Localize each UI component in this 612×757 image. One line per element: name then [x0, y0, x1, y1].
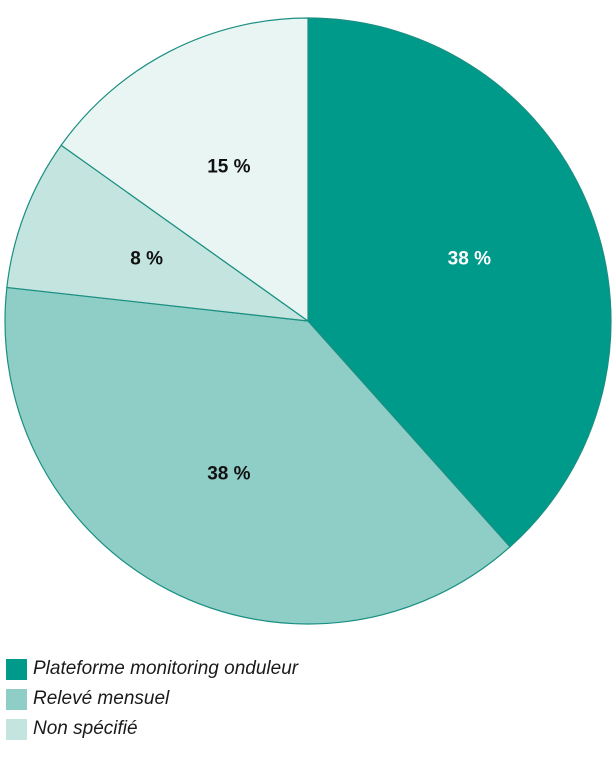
legend-label-1: Relevé mensuel [33, 688, 170, 709]
legend-item-0: Plateforme monitoring onduleur [6, 654, 298, 684]
legend-swatch-0 [6, 658, 27, 680]
pie-slice-labels: 38 % 38 % 8 % 15 % [130, 157, 491, 485]
slice-value-label-3: 15 % [207, 157, 250, 178]
slice-value-label-1: 38 % [207, 464, 250, 485]
pie-slice-2 [6, 144, 311, 322]
pie-slice-3 [60, 17, 309, 323]
legend-swatch-2 [6, 718, 27, 740]
legend-label-2: Non spécifié [33, 718, 138, 739]
pie-slice-1 [4, 286, 511, 625]
legend: Plateforme monitoring onduleur Relevé me… [6, 654, 298, 744]
pie-slice-0 [307, 17, 612, 548]
pie-slices [4, 17, 612, 625]
slice-value-label-2: 8 % [130, 248, 163, 269]
legend-item-2: Non spécifié [6, 714, 298, 744]
slice-value-label-0: 38 % [448, 248, 491, 269]
legend-item-1: Relevé mensuel [6, 684, 298, 714]
legend-label-0: Plateforme monitoring onduleur [33, 658, 299, 679]
pie-chart: 38 % 38 % 8 % 15 % [4, 17, 612, 625]
legend-swatch-1 [6, 688, 27, 710]
